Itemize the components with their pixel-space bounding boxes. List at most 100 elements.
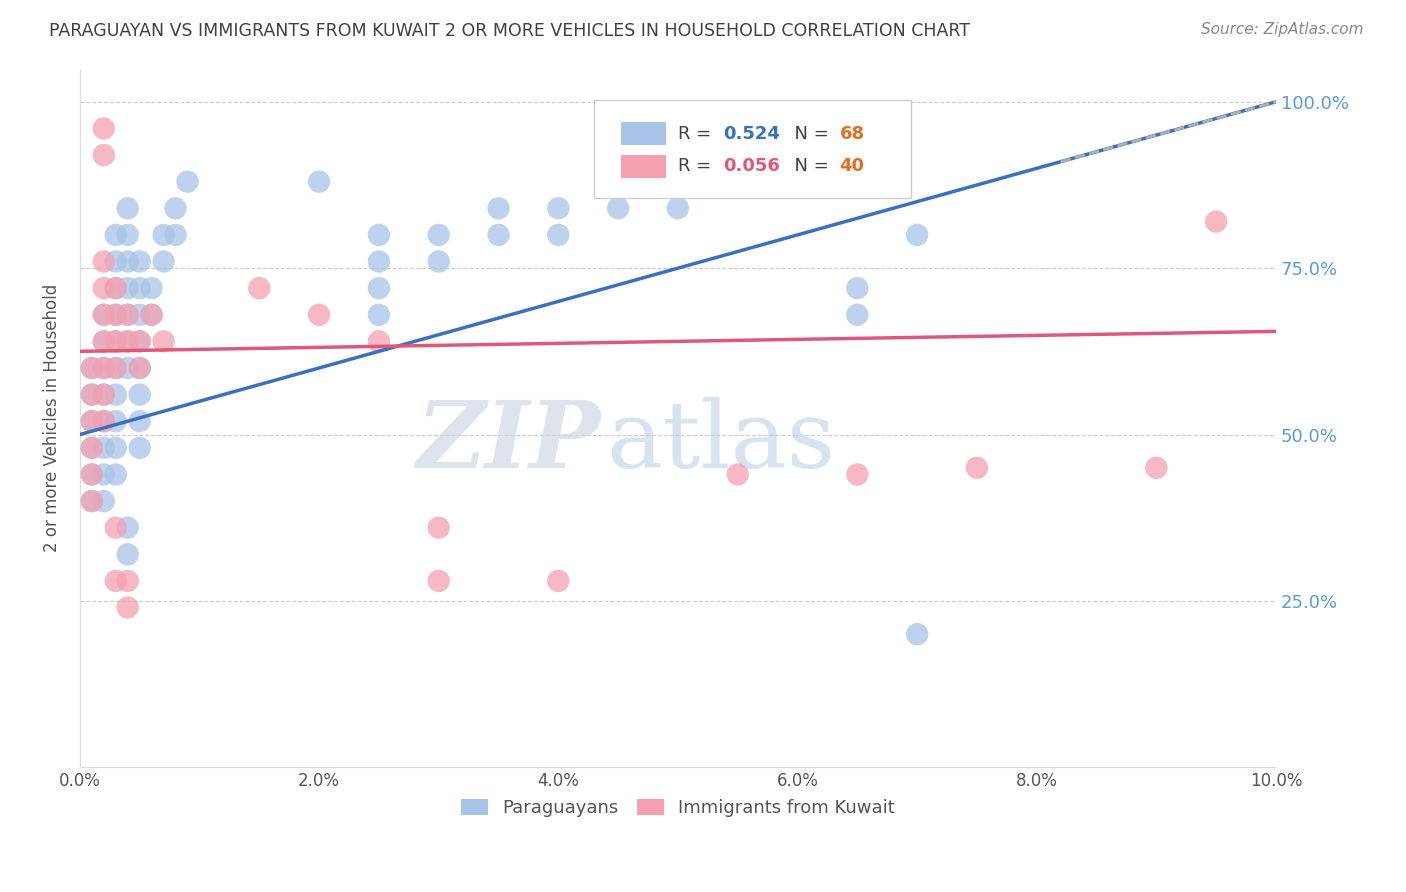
Point xyxy=(1144,460,1167,475)
Point xyxy=(80,387,103,401)
Point xyxy=(104,414,127,428)
Point xyxy=(846,467,869,482)
Point xyxy=(104,281,127,295)
Point xyxy=(104,387,127,401)
Point xyxy=(93,334,115,349)
Point xyxy=(80,387,103,401)
Point xyxy=(117,201,139,215)
FancyBboxPatch shape xyxy=(620,155,666,178)
Point xyxy=(93,334,115,349)
Point xyxy=(104,334,127,349)
Point xyxy=(176,175,198,189)
Point xyxy=(104,227,127,242)
Point xyxy=(128,254,150,268)
Point xyxy=(104,334,127,349)
Text: Source: ZipAtlas.com: Source: ZipAtlas.com xyxy=(1201,22,1364,37)
Text: 68: 68 xyxy=(839,125,865,143)
Point xyxy=(786,175,808,189)
Text: N =: N = xyxy=(783,125,835,143)
Point xyxy=(247,281,270,295)
Point xyxy=(128,334,150,349)
Point xyxy=(488,201,510,215)
Text: atlas: atlas xyxy=(606,397,835,487)
Point xyxy=(128,281,150,295)
Point xyxy=(80,467,103,482)
Point xyxy=(104,308,127,322)
Point xyxy=(117,600,139,615)
Point xyxy=(117,521,139,535)
Point xyxy=(547,227,569,242)
Point xyxy=(427,227,450,242)
Point xyxy=(966,460,988,475)
Point xyxy=(152,334,174,349)
Point xyxy=(905,627,928,641)
Point xyxy=(80,494,103,508)
Point xyxy=(80,361,103,376)
Point xyxy=(141,308,163,322)
Point xyxy=(80,361,103,376)
Point xyxy=(80,414,103,428)
Point xyxy=(93,148,115,162)
Point xyxy=(117,227,139,242)
Point xyxy=(104,281,127,295)
Point xyxy=(117,281,139,295)
Point xyxy=(93,494,115,508)
Point xyxy=(152,227,174,242)
Point xyxy=(152,254,174,268)
Point xyxy=(104,521,127,535)
Point xyxy=(488,227,510,242)
Point xyxy=(80,467,103,482)
Legend: Paraguayans, Immigrants from Kuwait: Paraguayans, Immigrants from Kuwait xyxy=(454,792,903,824)
Text: 0.524: 0.524 xyxy=(723,125,780,143)
Point xyxy=(367,281,389,295)
Point xyxy=(128,441,150,455)
Point xyxy=(117,361,139,376)
Point xyxy=(93,441,115,455)
Point xyxy=(104,361,127,376)
Point xyxy=(104,441,127,455)
Point xyxy=(308,175,330,189)
Point xyxy=(117,308,139,322)
Point xyxy=(117,308,139,322)
Point xyxy=(367,227,389,242)
Point xyxy=(128,361,150,376)
Point xyxy=(165,201,187,215)
Text: R =: R = xyxy=(678,125,717,143)
Point xyxy=(80,414,103,428)
Point xyxy=(547,574,569,588)
Text: ZIP: ZIP xyxy=(416,397,600,487)
Point xyxy=(367,254,389,268)
Point xyxy=(93,361,115,376)
FancyBboxPatch shape xyxy=(620,122,666,145)
Point xyxy=(93,121,115,136)
Point xyxy=(141,308,163,322)
Text: 40: 40 xyxy=(839,157,865,176)
Point xyxy=(905,227,928,242)
Text: N =: N = xyxy=(783,157,835,176)
Point xyxy=(427,521,450,535)
Point xyxy=(128,308,150,322)
Point xyxy=(128,361,150,376)
Point xyxy=(367,308,389,322)
FancyBboxPatch shape xyxy=(595,100,911,198)
Point xyxy=(128,334,150,349)
Point xyxy=(141,281,163,295)
Point xyxy=(117,334,139,349)
Text: R =: R = xyxy=(678,157,717,176)
Point xyxy=(117,574,139,588)
Point xyxy=(80,441,103,455)
Point xyxy=(165,227,187,242)
Point xyxy=(93,308,115,322)
Point xyxy=(607,201,630,215)
Point xyxy=(128,387,150,401)
Point xyxy=(367,334,389,349)
Point xyxy=(117,254,139,268)
Point xyxy=(93,414,115,428)
Point xyxy=(93,467,115,482)
Point xyxy=(427,574,450,588)
Point xyxy=(117,547,139,561)
Point xyxy=(104,467,127,482)
Point xyxy=(308,308,330,322)
Point xyxy=(727,467,749,482)
Point xyxy=(93,387,115,401)
